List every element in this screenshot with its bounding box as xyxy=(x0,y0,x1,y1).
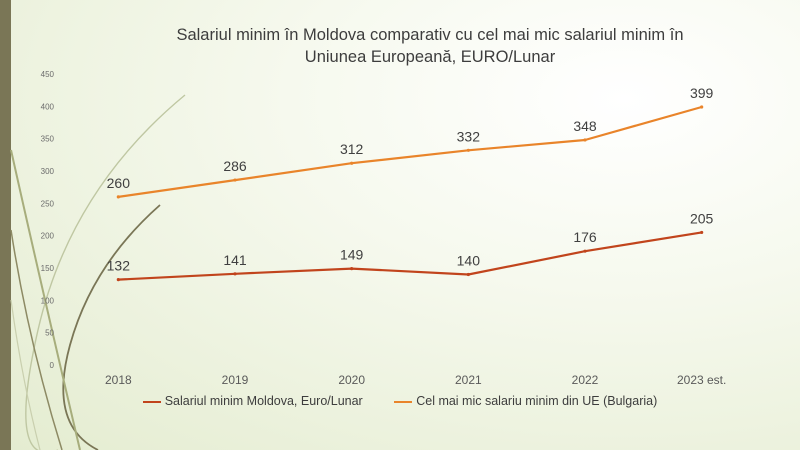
y-axis: 0 50 100 150 200 250 300 350 400 450 xyxy=(41,70,55,370)
decor-curve-1 xyxy=(25,94,186,450)
decorative-curves xyxy=(10,94,186,450)
series-line-moldova xyxy=(117,231,703,281)
y-tick-label: 400 xyxy=(41,102,55,111)
decor-curve-5 xyxy=(10,299,41,450)
data-point xyxy=(116,195,120,199)
y-tick-label: 350 xyxy=(41,135,55,144)
data-label: 141 xyxy=(223,252,247,268)
data-point xyxy=(350,161,354,165)
data-point xyxy=(350,267,354,271)
y-tick-label: 250 xyxy=(41,199,55,208)
decor-curve-3 xyxy=(10,149,81,450)
data-label: 286 xyxy=(223,158,247,174)
x-axis: 2018 2019 2020 2021 2022 2023 est. xyxy=(105,373,726,387)
y-tick-label: 450 xyxy=(41,70,55,79)
y-tick-label: 200 xyxy=(41,232,55,241)
y-tick-label: 150 xyxy=(41,264,55,273)
y-tick-label: 300 xyxy=(41,167,55,176)
data-point xyxy=(700,230,704,235)
x-tick-label: 2019 xyxy=(222,373,249,387)
data-label: 348 xyxy=(573,118,597,134)
decor-curve-4 xyxy=(10,229,63,450)
data-label: 132 xyxy=(107,258,131,274)
legend-label-moldova: Salariul minim Moldova, Euro/Lunar xyxy=(164,394,363,408)
x-tick-label: 2023 est. xyxy=(677,373,726,387)
data-labels: 132 141 149 140 176 205 260 286 312 332 348 399 xyxy=(107,85,714,274)
legend-label-bulgaria: Cel mai mic salariu minim din UE (Bulgar… xyxy=(416,394,658,408)
data-point xyxy=(233,178,237,182)
data-point xyxy=(466,272,470,277)
data-label: 205 xyxy=(690,210,714,226)
data-label: 149 xyxy=(340,247,364,263)
data-label: 176 xyxy=(573,229,597,245)
legend-swatch-moldova xyxy=(142,400,161,403)
x-tick-label: 2021 xyxy=(455,373,482,387)
x-tick-label: 2020 xyxy=(338,373,365,387)
series-line-bulgaria xyxy=(117,105,703,198)
legend-item-bulgaria: Cel mai mic salariu minim din UE (Bulgar… xyxy=(394,394,657,408)
chart-title-line2: Uniunea Europeană, EURO/Lunar xyxy=(304,48,556,66)
data-label: 260 xyxy=(107,175,131,191)
y-tick-label: 50 xyxy=(45,329,54,338)
data-label: 312 xyxy=(340,141,364,157)
x-tick-label: 2018 xyxy=(105,373,132,387)
series-lines xyxy=(116,105,704,282)
data-point xyxy=(466,148,470,152)
data-point xyxy=(583,249,587,253)
legend-swatch-bulgaria xyxy=(394,400,413,403)
decor-curve-2 xyxy=(62,204,161,450)
data-point xyxy=(700,105,704,109)
data-point xyxy=(116,278,120,282)
data-point xyxy=(583,138,587,142)
chart-title-line1: Salariul minim în Moldova comparativ cu … xyxy=(176,26,684,44)
chart-title: Salariul minim în Moldova comparativ cu … xyxy=(60,24,800,68)
data-label: 332 xyxy=(457,128,481,144)
data-label: 399 xyxy=(690,85,714,101)
y-tick-label: 0 xyxy=(50,361,55,370)
legend-item-moldova: Salariul minim Moldova, Euro/Lunar xyxy=(142,394,363,408)
y-tick-label: 100 xyxy=(41,296,55,305)
data-label: 140 xyxy=(457,252,481,268)
x-tick-label: 2022 xyxy=(572,373,599,387)
data-point xyxy=(233,272,237,276)
left-decor-strip xyxy=(0,0,11,450)
chart-legend: Salariul minim Moldova, Euro/Lunar Cel m… xyxy=(0,394,800,408)
